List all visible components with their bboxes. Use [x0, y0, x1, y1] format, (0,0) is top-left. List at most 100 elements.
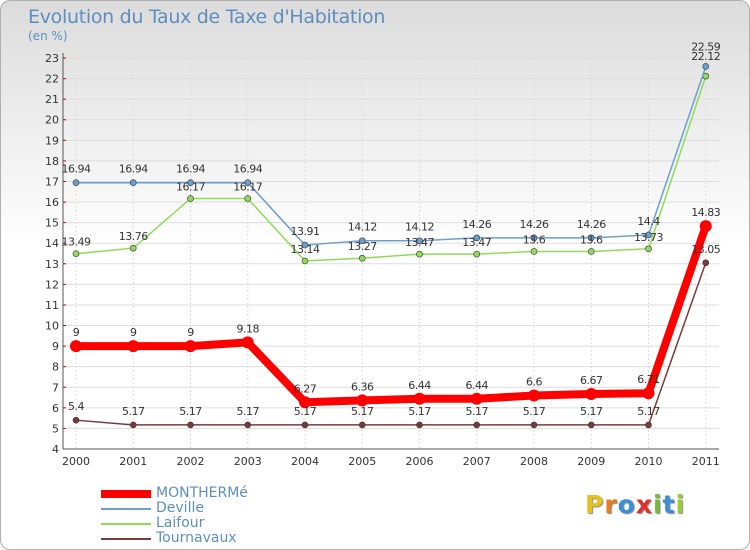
data-label: 13.47	[462, 236, 491, 249]
data-point	[645, 231, 652, 239]
data-point	[187, 179, 194, 187]
y-tick-label: 8	[52, 361, 59, 374]
chart-title: Evolution du Taux de Taxe d'Habitation	[28, 6, 386, 28]
data-point	[358, 421, 366, 429]
y-tick-label: 18	[45, 155, 59, 168]
data-label: 13.05	[691, 243, 720, 256]
legend-swatch	[101, 538, 151, 540]
x-tick-label: 2002	[177, 455, 205, 468]
data-point	[358, 237, 366, 245]
data-label: 9	[187, 326, 194, 339]
legend-swatch	[101, 490, 151, 498]
y-tick-label: 14	[45, 237, 59, 250]
data-label: 9	[130, 326, 137, 339]
data-point	[530, 421, 538, 429]
x-tick-label: 2005	[348, 455, 376, 468]
data-point	[244, 421, 252, 429]
data-label: 22.59	[691, 40, 720, 53]
proxiti-logo: Proxiti	[585, 490, 685, 519]
data-label: 16.94	[119, 163, 148, 176]
y-tick-label: 21	[45, 93, 59, 106]
brand-letter: o	[617, 490, 636, 519]
y-tick-label: 22	[45, 73, 59, 86]
data-point	[301, 241, 309, 249]
x-tick-label: 2010	[635, 455, 663, 468]
x-tick-label: 2006	[406, 455, 434, 468]
legend-swatch	[101, 508, 151, 510]
data-label: 6.6	[526, 375, 542, 388]
y-tick-label: 10	[45, 320, 59, 333]
data-label: 14.26	[520, 218, 549, 231]
data-point	[473, 250, 481, 258]
data-label: 9	[73, 326, 80, 339]
data-label: 16.94	[233, 163, 262, 176]
data-label: 6.44	[408, 379, 431, 392]
legend-label: Deville	[156, 500, 204, 516]
data-label: 6.27	[294, 382, 317, 395]
data-point	[299, 396, 311, 409]
data-label: 5.17	[122, 405, 145, 418]
legend-label: MONTHERMé	[156, 485, 248, 501]
series-line-MONTHERMé	[72, 222, 710, 407]
x-tick-label: 2003	[234, 455, 262, 468]
data-point	[187, 421, 194, 429]
y-tick-label: 20	[45, 114, 59, 127]
data-label: 5.4	[68, 400, 84, 413]
data-point	[473, 421, 481, 429]
brand-letter: i	[675, 490, 686, 519]
legend-label: Laifour	[156, 515, 205, 531]
x-tick-label: 2004	[291, 455, 319, 468]
series-line-Tournavaux	[75, 262, 707, 426]
y-tick-label: 5	[52, 422, 59, 435]
y-tick-label: 13	[45, 258, 59, 271]
data-label: 22.12	[691, 50, 720, 63]
brand-letter: t	[662, 490, 676, 519]
y-tick-label: 11	[45, 299, 59, 312]
y-tick-label: 6	[52, 402, 59, 415]
data-point	[699, 220, 712, 233]
data-label: 5.17	[237, 405, 260, 418]
data-point	[301, 257, 309, 265]
data-point	[413, 392, 426, 405]
y-tick-label: 16	[45, 196, 59, 209]
data-label: 5.17	[179, 405, 202, 418]
y-tick-label: 19	[45, 134, 59, 147]
legend-label: Tournavaux	[156, 530, 237, 546]
y-tick-label: 15	[45, 217, 59, 230]
data-label: 5.17	[408, 405, 431, 418]
data-label: 13.27	[348, 240, 377, 253]
chart-subtitle: (en %)	[28, 29, 68, 43]
data-point	[129, 421, 137, 429]
y-tick-label: 4	[52, 443, 59, 456]
data-point	[301, 421, 309, 429]
data-point	[530, 234, 538, 242]
data-point	[587, 248, 595, 255]
data-label: 5.17	[523, 405, 546, 418]
brand-letter: i	[653, 490, 663, 519]
data-point	[642, 387, 655, 400]
data-label: 13.6	[580, 233, 603, 246]
data-point	[72, 416, 80, 424]
data-label: 16.94	[62, 163, 91, 176]
brand-letter: x	[635, 490, 653, 519]
x-tick-label: 2008	[520, 455, 548, 468]
data-point	[645, 421, 652, 429]
y-tick-label: 12	[45, 278, 59, 291]
data-point	[416, 250, 423, 258]
data-point	[129, 244, 137, 252]
data-label: 5.17	[351, 405, 374, 418]
legend-swatch	[101, 523, 151, 525]
series-line-Laifour	[75, 75, 707, 262]
data-point	[244, 179, 252, 187]
data-point	[587, 234, 595, 242]
data-point	[358, 254, 366, 262]
data-point	[356, 394, 369, 407]
data-label: 14.83	[691, 206, 720, 219]
data-point	[187, 195, 194, 202]
data-label: 5.17	[466, 405, 489, 418]
y-tick-label: 23	[45, 52, 59, 65]
data-label: 13.6	[523, 233, 546, 246]
data-point	[244, 195, 252, 202]
